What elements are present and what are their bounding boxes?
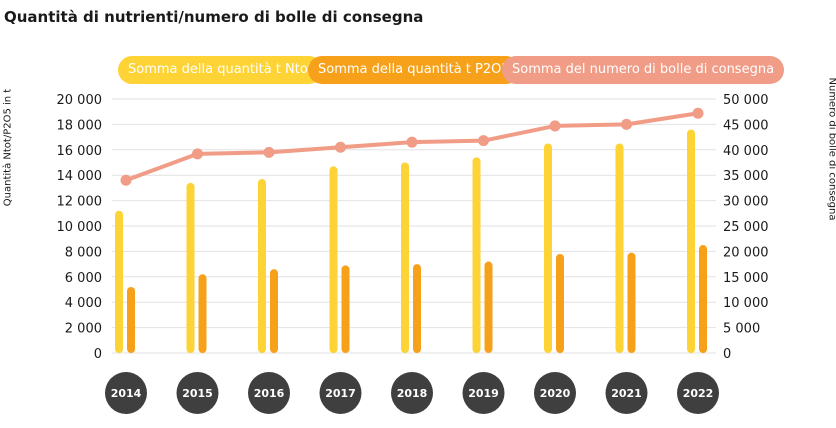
bar-ntot (115, 210, 123, 353)
y-right-tick-label: 40 000 (723, 144, 769, 159)
x-tick-label: 2022 (683, 387, 714, 400)
year-badge (605, 372, 648, 414)
y-left-tick-label: 14 000 (57, 169, 103, 184)
bar-p2o5 (127, 286, 135, 353)
legend-item-p2o5: Somma della quantità t P2O5 (308, 56, 520, 84)
bar-ntot (186, 182, 195, 353)
bar-ntot (329, 166, 338, 353)
line-point (549, 120, 561, 132)
line-point (192, 148, 203, 160)
x-tick-label: 2014 (111, 387, 142, 400)
line-point (263, 146, 275, 158)
y-right-tick-label: 5 000 (723, 322, 760, 337)
y-left-tick-label: 4 000 (65, 296, 102, 311)
x-tick-label: 2021 (611, 387, 642, 400)
bar-p2o5 (413, 264, 421, 353)
bar-ntot (615, 143, 624, 353)
y-right-tick-label: 10 000 (723, 296, 769, 311)
bar-ntot (258, 179, 266, 353)
bar-ntot (687, 129, 695, 353)
line-point (406, 136, 418, 148)
y-left-tick-label: 0 (94, 347, 102, 362)
y-left-tick-label: 6 000 (65, 271, 102, 286)
y-right-tick-label: 15 000 (723, 271, 769, 286)
bar-p2o5 (556, 253, 564, 353)
y-left-tick-label: 8 000 (65, 245, 102, 260)
line-point (621, 118, 632, 130)
y-left-tick-label: 18 000 (57, 118, 103, 133)
bar-p2o5 (341, 265, 350, 353)
x-tick-label: 2018 (397, 387, 428, 400)
year-badge (319, 372, 362, 414)
line-point (478, 135, 489, 147)
bar-p2o5 (270, 269, 278, 353)
y-left-tick-label: 10 000 (57, 220, 103, 235)
x-tick-label: 2015 (182, 387, 213, 400)
y-right-tick-label: 35 000 (723, 169, 769, 184)
y-right-tick-label: 50 000 (723, 93, 769, 108)
chart-title: Quantità di nutrienti/numero di bolle di… (4, 8, 424, 26)
bar-ntot (401, 162, 409, 353)
bar-p2o5 (627, 252, 636, 353)
y-left-tick-label: 20 000 (57, 93, 103, 108)
y-right-tick-label: 30 000 (723, 195, 769, 210)
bar-ntot (472, 157, 481, 353)
x-tick-label: 2019 (468, 387, 499, 400)
line-point (120, 174, 132, 186)
y-left-tick-label: 16 000 (57, 144, 103, 159)
line-point (692, 107, 704, 119)
year-badge (534, 372, 576, 414)
bar-p2o5 (198, 274, 207, 353)
y-right-tick-label: 20 000 (723, 245, 769, 260)
bar-p2o5 (484, 261, 493, 353)
y-right-tick-label: 25 000 (723, 220, 769, 235)
year-badge (105, 372, 147, 414)
year-badge (462, 372, 505, 414)
bar-ntot (544, 143, 552, 353)
x-tick-label: 2017 (325, 387, 356, 400)
y-left-tick-label: 12 000 (57, 195, 103, 210)
year-badge (677, 372, 719, 414)
y-right-tick-label: 45 000 (723, 118, 769, 133)
bar-p2o5 (699, 245, 707, 353)
year-badge (391, 372, 433, 414)
legend-item-delivery-notes: Somma del numero di bolle di consegna (502, 56, 785, 84)
y-right-tick-label: 0 (723, 347, 731, 362)
y-left-tick-label: 2 000 (65, 322, 102, 337)
line-point (335, 141, 346, 153)
year-badge (176, 372, 219, 414)
x-tick-label: 2016 (254, 387, 285, 400)
legend-item-ntot: Somma della quantità t Ntot (118, 56, 323, 84)
x-tick-label: 2020 (540, 387, 571, 400)
year-badge (248, 372, 290, 414)
